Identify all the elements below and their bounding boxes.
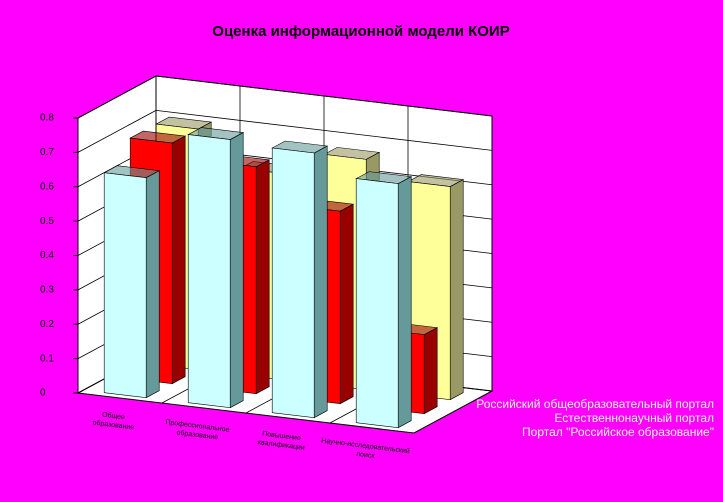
bar-side: [171, 135, 186, 385]
y-tick-label: 0.3: [40, 285, 54, 296]
bar-side: [339, 203, 354, 405]
y-tick-label: 0.8: [40, 113, 54, 124]
grid-line: [77, 110, 157, 153]
bar-front: [355, 178, 399, 429]
series-label: Портал "Российское образование": [522, 425, 714, 439]
bar-side: [449, 179, 464, 401]
bar: [271, 140, 329, 419]
y-tick-label: 0.4: [40, 250, 54, 261]
bar-front: [271, 147, 315, 419]
chart-title: Оценка информационной модели КОИР: [212, 23, 509, 40]
y-tick-label: 0.5: [40, 216, 54, 227]
bar-side: [145, 170, 160, 399]
bar-side: [423, 327, 438, 415]
series-label: Естественнонаучный портал: [554, 411, 714, 425]
y-tick-label: 0.1: [40, 353, 54, 364]
bar: [355, 171, 413, 429]
bar: [103, 165, 161, 399]
grid-line: [77, 75, 157, 119]
y-tick-label: 0.6: [40, 181, 54, 192]
bar-front: [187, 134, 231, 409]
bar-side: [397, 176, 412, 429]
y-tick-label: 0.2: [40, 319, 54, 330]
series-label: Российский общеобразовательный портал: [476, 397, 714, 411]
grid-line: [155, 75, 493, 117]
y-tick-label: 0: [40, 388, 46, 399]
y-tick-label: 0.7: [40, 147, 54, 158]
bar-front: [103, 172, 147, 399]
bar-side: [255, 159, 270, 395]
bar-side: [229, 132, 244, 409]
bar: [187, 127, 245, 409]
bar-side: [313, 145, 328, 419]
grid-line: [155, 109, 493, 151]
